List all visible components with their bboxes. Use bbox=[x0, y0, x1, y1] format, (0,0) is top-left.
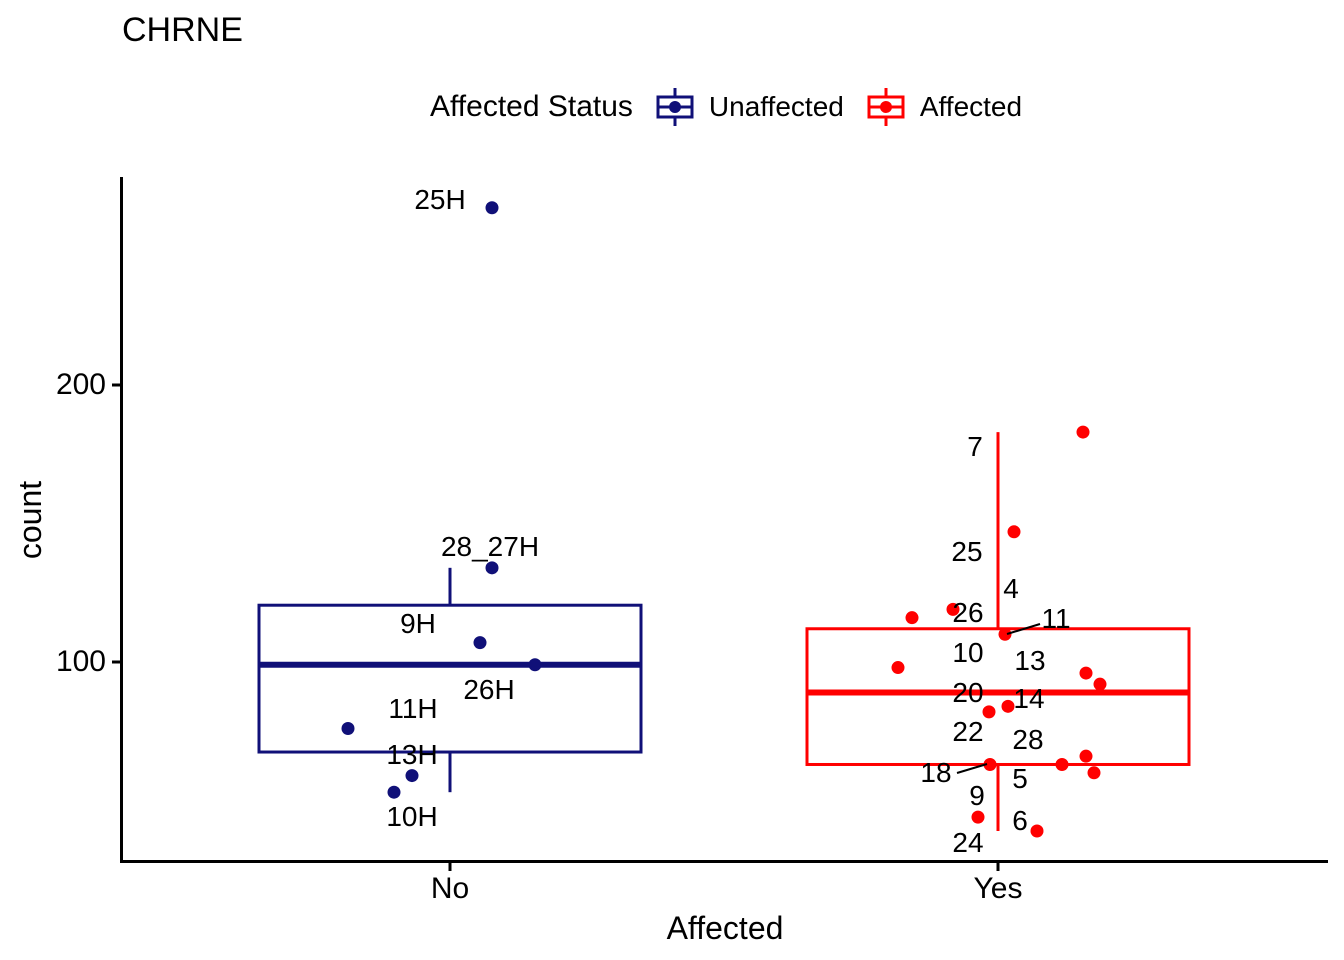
point-label-10: 10 bbox=[952, 637, 983, 668]
y-axis-title: count bbox=[12, 480, 48, 560]
data-point-6 bbox=[1087, 766, 1101, 780]
data-point-9 bbox=[971, 810, 985, 824]
data-point-22 bbox=[982, 705, 996, 719]
data-point-11H bbox=[341, 721, 355, 735]
point-label-25: 25 bbox=[951, 536, 982, 567]
data-point-25 bbox=[1007, 525, 1021, 539]
data-point-4 bbox=[905, 611, 919, 625]
point-label-5: 5 bbox=[1012, 763, 1028, 794]
boxplot-glyph-icon bbox=[656, 88, 694, 126]
box-no bbox=[257, 603, 643, 754]
legend: Affected Status Unaffected Affected bbox=[430, 84, 1022, 130]
point-label-11H: 11H bbox=[388, 693, 437, 724]
data-point-13 bbox=[1079, 666, 1093, 680]
data-point-20 bbox=[1001, 699, 1015, 713]
legend-label-affected: Affected bbox=[919, 91, 1023, 122]
point-label-13H: 13H bbox=[386, 739, 437, 770]
data-point-26 bbox=[946, 602, 960, 616]
point-label-18: 18 bbox=[920, 757, 951, 788]
data-point-11 bbox=[998, 627, 1012, 641]
legend-title: Affected Status bbox=[430, 90, 633, 123]
point-label-24: 24 bbox=[952, 827, 983, 858]
data-point-10H bbox=[387, 785, 401, 799]
data-point-7 bbox=[1076, 425, 1090, 439]
point-label-9H: 9H bbox=[400, 608, 436, 639]
data-point-9H bbox=[473, 636, 487, 650]
legend-item-unaffected: Unaffected bbox=[653, 84, 844, 130]
point-label-10H: 10H bbox=[386, 801, 437, 832]
point-label-26H: 26H bbox=[463, 674, 514, 705]
point-label-14: 14 bbox=[1013, 683, 1044, 714]
point-label-13: 13 bbox=[1014, 645, 1045, 676]
point-label-7: 7 bbox=[967, 431, 983, 462]
y-tick-label-200: 200 bbox=[55, 368, 106, 401]
point-label-9: 9 bbox=[969, 780, 985, 811]
data-point-24 bbox=[1030, 824, 1044, 838]
legend-item-affected: Affected bbox=[864, 84, 1022, 130]
data-point-10 bbox=[891, 661, 905, 675]
point-label-25H: 25H bbox=[414, 184, 465, 215]
point-label-28_27H: 28_27H bbox=[441, 531, 539, 562]
boxplot-glyph-icon bbox=[867, 88, 905, 126]
point-label-26: 26 bbox=[952, 597, 983, 628]
point-label-28: 28 bbox=[1012, 724, 1043, 755]
point-label-11: 11 bbox=[1041, 603, 1070, 634]
data-point-5 bbox=[1055, 757, 1069, 771]
y-tick-label-100: 100 bbox=[55, 645, 106, 678]
point-label-6: 6 bbox=[1012, 805, 1028, 836]
x-tick-label-no: No bbox=[430, 872, 470, 905]
data-point-28_27H bbox=[485, 561, 499, 575]
legend-label-unaffected: Unaffected bbox=[708, 91, 844, 122]
data-point-26H bbox=[528, 658, 542, 672]
x-axis-title: Affected bbox=[666, 910, 784, 946]
plot-title: CHRNE bbox=[122, 11, 243, 49]
leader-line-18 bbox=[956, 763, 988, 774]
data-point-13H bbox=[405, 769, 419, 783]
data-point-18 bbox=[983, 757, 997, 771]
point-label-22: 22 bbox=[952, 716, 983, 747]
data-point-14 bbox=[1093, 677, 1107, 691]
leader-line-11 bbox=[1006, 623, 1041, 635]
data-point-25H bbox=[485, 201, 499, 215]
box-yes bbox=[805, 627, 1191, 766]
point-label-4: 4 bbox=[1003, 573, 1019, 604]
data-point-28 bbox=[1079, 749, 1093, 763]
point-label-20: 20 bbox=[952, 677, 983, 708]
x-tick-label-yes: Yes bbox=[973, 872, 1023, 905]
